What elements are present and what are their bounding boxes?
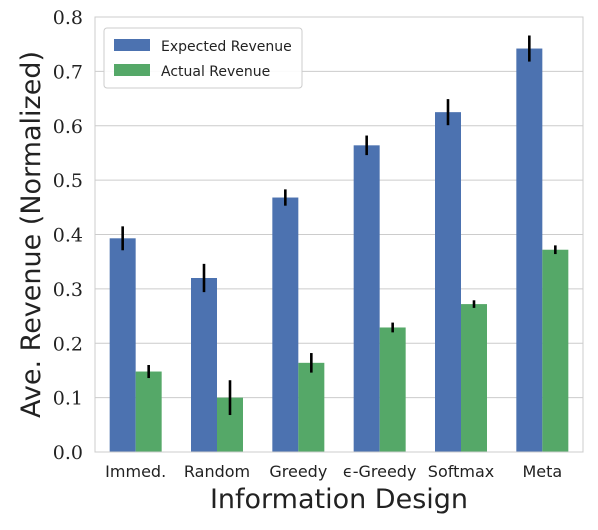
bar-actual-5: [542, 249, 569, 452]
bar-actual-3: [379, 327, 406, 452]
y-tick-label: 0.4: [53, 225, 83, 247]
x-axis-label: Information Design: [210, 484, 468, 515]
y-tick-label: 0.8: [53, 7, 83, 29]
bar-expected-2: [272, 197, 299, 452]
error-bars: [121, 35, 557, 416]
legend-label-expected-revenue: Expected Revenue: [161, 39, 292, 55]
bar-actual-4: [461, 304, 487, 452]
bar-actual-2: [298, 362, 325, 452]
legend-label-actual-revenue: Actual Revenue: [161, 64, 270, 80]
y-tick-label: 0.0: [53, 442, 83, 464]
x-tick-label: ϵ-Greedy: [343, 462, 417, 481]
bar-actual-0: [135, 371, 162, 452]
bar-expected-5: [516, 48, 543, 452]
bar-expected-1: [191, 278, 217, 452]
x-tick-label: Meta: [522, 462, 562, 481]
y-tick-label: 0.2: [53, 333, 83, 355]
x-tick-label: Softmax: [428, 462, 494, 481]
legend-box: [103, 27, 303, 89]
legend-swatch-expected-revenue: [114, 39, 150, 51]
x-tick-labels: Immed. Random Greedy ϵ-Greedy Softmax Meta: [105, 462, 562, 481]
y-tick-label: 0.3: [53, 279, 83, 301]
y-tick-label: 0.6: [53, 116, 83, 138]
y-tick-label: 0.1: [53, 388, 83, 410]
y-tick-labels: 0.0 0.1 0.2 0.3 0.4 0.5 0.6 0.7 0.8: [53, 7, 83, 464]
legend: Expected Revenue Actual Revenue: [103, 27, 303, 89]
bar-expected-4: [435, 112, 461, 452]
x-tick-label: Immed.: [105, 462, 166, 481]
x-tick-label: Greedy: [269, 462, 327, 481]
bar-expected-3: [353, 145, 380, 452]
y-tick-label: 0.7: [53, 61, 83, 83]
bar-expected-0: [109, 238, 136, 452]
x-tick-label: Random: [184, 462, 250, 481]
bars: [109, 48, 569, 452]
plot-frame: [94, 16, 584, 453]
y-axis-label: Ave. Revenue (Normalized): [16, 51, 47, 418]
y-tick-label: 0.5: [53, 170, 83, 192]
legend-swatch-actual-revenue: [114, 64, 150, 76]
